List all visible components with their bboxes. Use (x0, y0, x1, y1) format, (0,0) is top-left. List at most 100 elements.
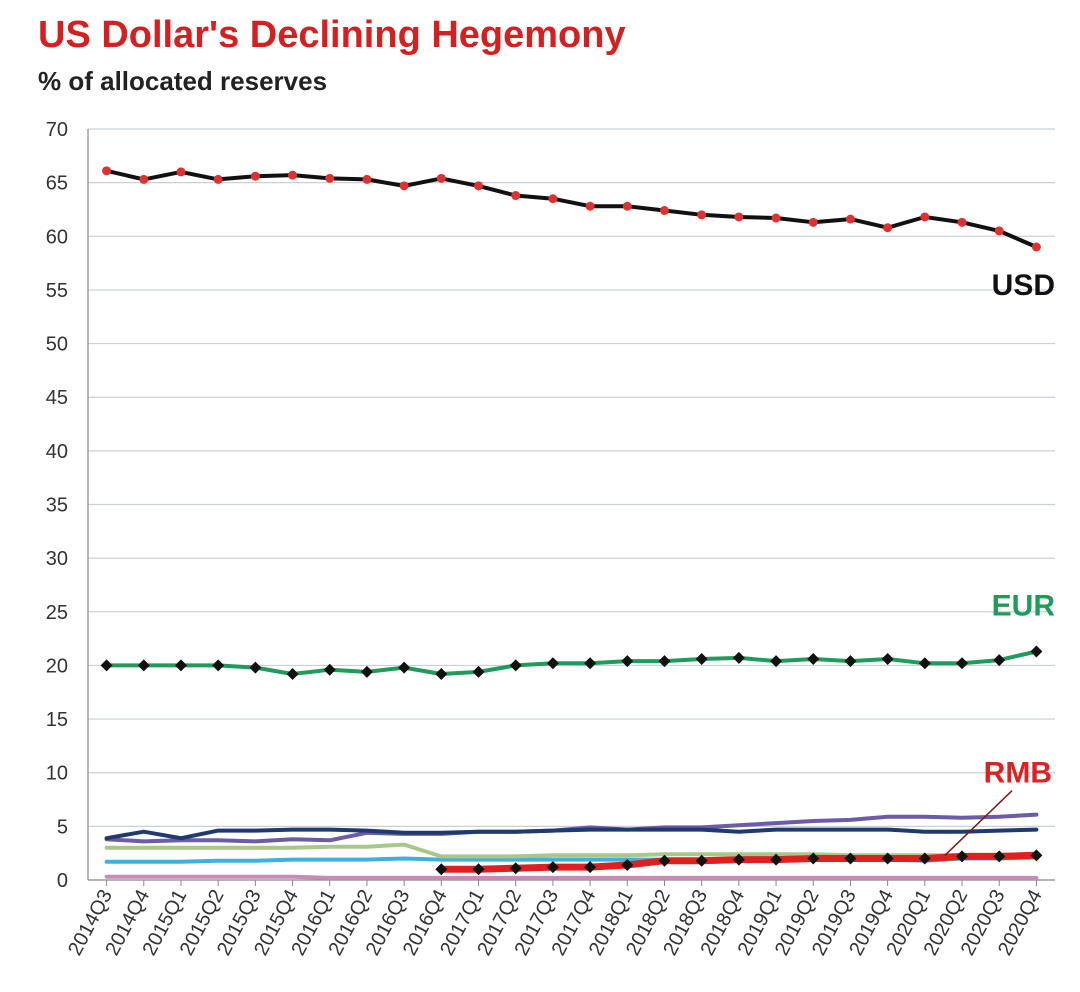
data-point-eur (100, 659, 113, 672)
data-point-eur (918, 657, 931, 670)
data-point-rmb (844, 852, 857, 865)
data-point-usd (250, 171, 260, 181)
data-point-eur (435, 668, 448, 681)
data-point-eur (398, 661, 411, 674)
y-tick-label: 30 (46, 548, 68, 570)
y-tick-label: 65 (46, 173, 68, 195)
data-point-rmb (993, 850, 1006, 863)
data-point-rmb (621, 858, 634, 871)
data-point-usd (474, 181, 484, 191)
data-point-rmb (509, 862, 522, 875)
series-line-other-3 (104, 827, 1039, 841)
y-tick-label: 20 (46, 655, 68, 677)
series-line-other-4 (104, 812, 1039, 844)
data-point-rmb (918, 852, 931, 865)
data-point-usd (622, 201, 632, 211)
data-point-rmb (770, 853, 783, 866)
data-point-rmb (546, 861, 559, 874)
data-point-eur (174, 659, 187, 672)
chart-title: US Dollar's Declining Hegemony (38, 14, 626, 56)
data-point-usd (102, 166, 112, 176)
data-point-usd (436, 173, 446, 183)
y-tick-label: 55 (46, 280, 68, 302)
data-point-rmb (695, 854, 708, 867)
data-point-rmb (472, 863, 485, 876)
data-point-usd (399, 181, 409, 191)
data-point-usd (1031, 242, 1041, 252)
series-line-other-5 (104, 842, 1039, 859)
data-point-usd (697, 210, 707, 220)
data-point-usd (176, 167, 186, 177)
data-point-rmb (584, 861, 597, 874)
data-point-eur (249, 661, 262, 674)
data-point-usd (325, 173, 335, 183)
data-point-rmb (658, 854, 671, 867)
x-axis-ticks: 2014Q32014Q42015Q12015Q22015Q32015Q42016… (64, 880, 1047, 959)
data-point-rmb (1030, 849, 1043, 862)
series-annotations: USD EUR RMB (944, 269, 1056, 857)
data-point-usd (734, 212, 744, 222)
data-point-rmb (807, 852, 820, 865)
y-tick-label: 60 (46, 226, 68, 248)
data-point-usd (362, 174, 372, 184)
data-point-eur (1030, 645, 1043, 658)
data-point-eur (770, 655, 783, 668)
y-tick-label: 45 (46, 387, 68, 409)
data-point-eur (323, 663, 336, 676)
data-point-rmb (956, 850, 969, 863)
data-point-usd (585, 201, 595, 211)
data-point-eur (360, 665, 373, 678)
rmb-leader-line (944, 790, 1013, 857)
data-point-usd (213, 174, 223, 184)
data-point-eur (621, 655, 634, 668)
data-point-eur (993, 654, 1006, 667)
data-point-usd (957, 217, 967, 227)
data-point-eur (584, 657, 597, 670)
series-markers (100, 166, 1043, 876)
data-point-usd (548, 194, 558, 204)
data-point-usd (845, 214, 855, 224)
data-point-eur (844, 655, 857, 668)
data-point-usd (994, 226, 1004, 236)
y-tick-label: 25 (46, 602, 68, 624)
data-point-usd (808, 217, 818, 227)
data-point-eur (956, 657, 969, 670)
data-point-usd (920, 212, 930, 222)
data-point-eur (212, 659, 225, 672)
data-point-usd (883, 223, 893, 233)
data-point-eur (807, 652, 820, 665)
gridlines (87, 128, 1055, 881)
data-point-eur (286, 668, 299, 681)
data-point-eur (658, 655, 671, 668)
y-tick-label: 0 (57, 870, 68, 892)
data-point-eur (732, 651, 745, 664)
y-axis-ticks: 0 5 10 15 20 25 30 35 40 45 50 55 60 65 70 (46, 119, 68, 892)
series-line-usd (104, 168, 1039, 249)
data-point-eur (881, 652, 894, 665)
series-lines (104, 168, 1040, 880)
y-tick-label: 40 (46, 441, 68, 463)
series-label-usd: USD (992, 269, 1055, 302)
series-line-other-7 (104, 874, 1039, 880)
data-point-usd (771, 213, 781, 223)
data-point-usd (659, 206, 669, 216)
series-label-eur: EUR (992, 589, 1056, 622)
data-point-rmb (881, 852, 894, 865)
data-point-eur (137, 659, 150, 672)
data-point-usd (139, 174, 149, 184)
data-point-eur (546, 657, 559, 670)
y-tick-label: 15 (46, 709, 68, 731)
series-line-eur (104, 649, 1039, 676)
data-point-eur (509, 659, 522, 672)
data-point-eur (472, 665, 485, 678)
y-tick-label: 70 (46, 119, 68, 141)
y-tick-label: 10 (46, 763, 68, 785)
y-tick-label: 50 (46, 334, 68, 356)
data-point-eur (695, 652, 708, 665)
y-tick-label: 5 (57, 816, 68, 838)
series-label-rmb: RMB (984, 757, 1052, 790)
chart-subtitle: % of allocated reserves (38, 66, 328, 96)
data-point-usd (288, 170, 298, 180)
y-tick-label: 35 (46, 495, 68, 517)
